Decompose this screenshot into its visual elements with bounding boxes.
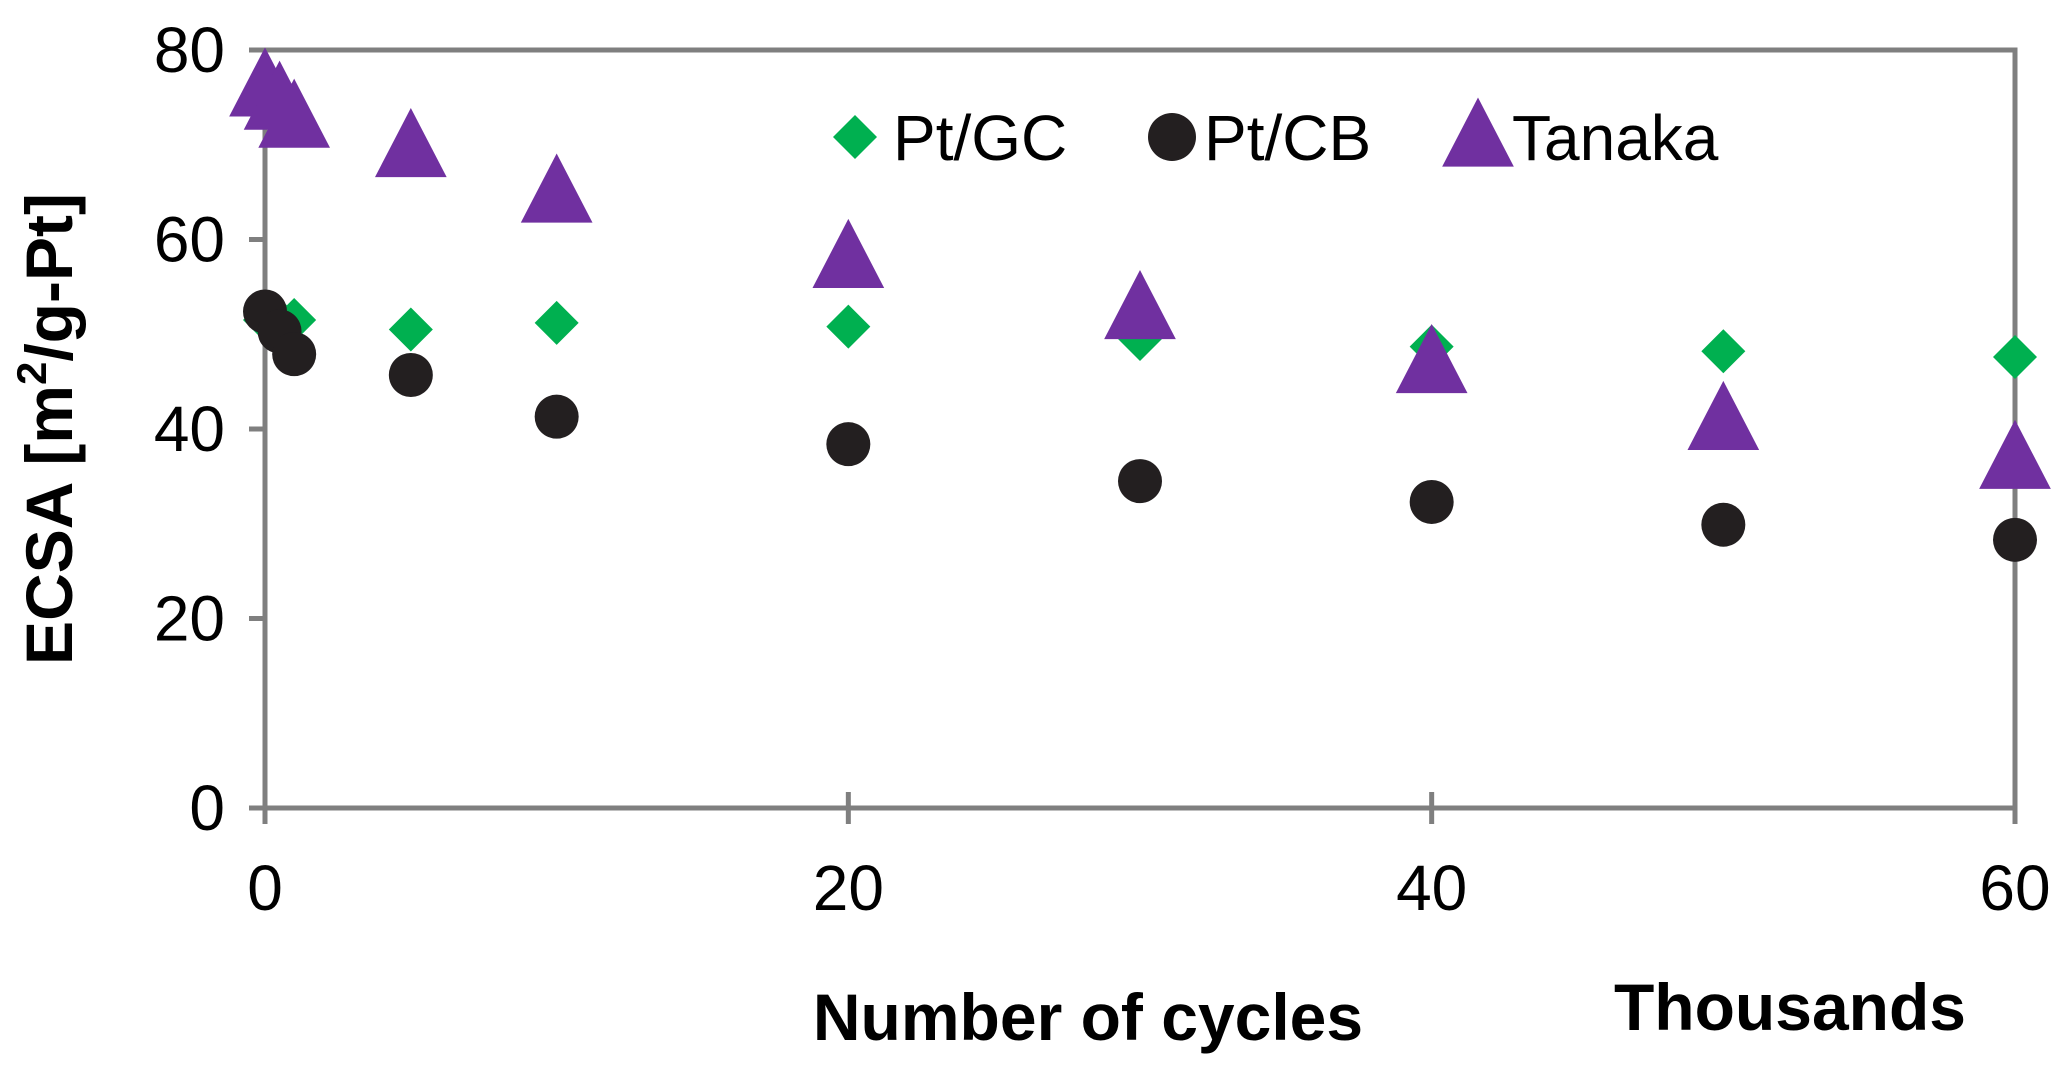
y-tick-label: 20 xyxy=(154,583,225,655)
x-axis-multiplier-label: Thousands xyxy=(1614,970,1966,1044)
legend-marker-diamond xyxy=(833,115,877,159)
legend-marker-circle xyxy=(1148,113,1196,161)
data-point-diamond xyxy=(1701,329,1746,374)
data-point-diamond xyxy=(388,307,433,352)
data-point-triangle xyxy=(1395,324,1468,394)
data-point-diamond xyxy=(534,300,579,345)
data-point-triangle xyxy=(812,218,885,288)
data-point-diamond xyxy=(826,304,871,349)
data-point-triangle xyxy=(520,153,593,223)
y-tick-label: 0 xyxy=(189,772,225,844)
data-point-circle xyxy=(534,394,579,439)
data-point-triangle xyxy=(374,108,447,178)
data-point-circle xyxy=(826,422,871,467)
x-tick-label: 40 xyxy=(1396,852,1467,924)
data-point-triangle xyxy=(1979,419,2051,489)
y-tick-label: 40 xyxy=(154,393,225,465)
data-point-circle xyxy=(1409,479,1454,524)
y-axis-title: ECSA [m2/g-Pt] xyxy=(8,193,86,665)
legend-item-pt-gc: Pt/GC xyxy=(833,102,1067,174)
legend-label-tanaka: Tanaka xyxy=(1512,102,1719,174)
x-tick-label: 0 xyxy=(247,852,283,924)
x-axis-title: Number of cycles xyxy=(813,980,1363,1054)
legend: Pt/GC Pt/CB Tanaka xyxy=(833,97,1719,174)
axes-layer xyxy=(262,47,2018,811)
y-tick-label: 60 xyxy=(154,204,225,276)
data-point-circle xyxy=(1993,517,2037,562)
y-tick-label: 80 xyxy=(154,14,225,86)
legend-label-pt-cb: Pt/CB xyxy=(1204,102,1371,174)
data-point-triangle xyxy=(1104,270,1176,340)
plot-area-border xyxy=(262,47,2018,811)
y-axis-title-suffix: /g-Pt] xyxy=(12,193,86,362)
series-tanaka xyxy=(229,47,2051,489)
series-pt-cb xyxy=(243,289,2037,562)
data-point-circle xyxy=(1118,459,1162,504)
y-axis-title-superscript: 2 xyxy=(8,362,55,385)
legend-marker-triangle xyxy=(1442,97,1514,167)
legend-item-tanaka: Tanaka xyxy=(1442,97,1719,174)
data-point-circle xyxy=(272,332,317,377)
data-point-circle xyxy=(1701,502,1746,547)
data-marks-layer xyxy=(229,47,2051,562)
x-tick-label: 20 xyxy=(813,852,884,924)
data-point-circle xyxy=(388,352,433,397)
x-tick-label: 60 xyxy=(1979,852,2050,924)
legend-item-pt-cb: Pt/CB xyxy=(1148,102,1371,174)
legend-label-pt-gc: Pt/GC xyxy=(893,102,1067,174)
ticks-layer: 0 20 40 60 80 0 20 40 60 xyxy=(154,14,2051,924)
data-point-triangle xyxy=(1687,380,1760,451)
data-point-triangle xyxy=(258,78,331,148)
data-point-diamond xyxy=(1993,334,2037,379)
y-axis-title-prefix: ECSA [m xyxy=(12,385,86,665)
